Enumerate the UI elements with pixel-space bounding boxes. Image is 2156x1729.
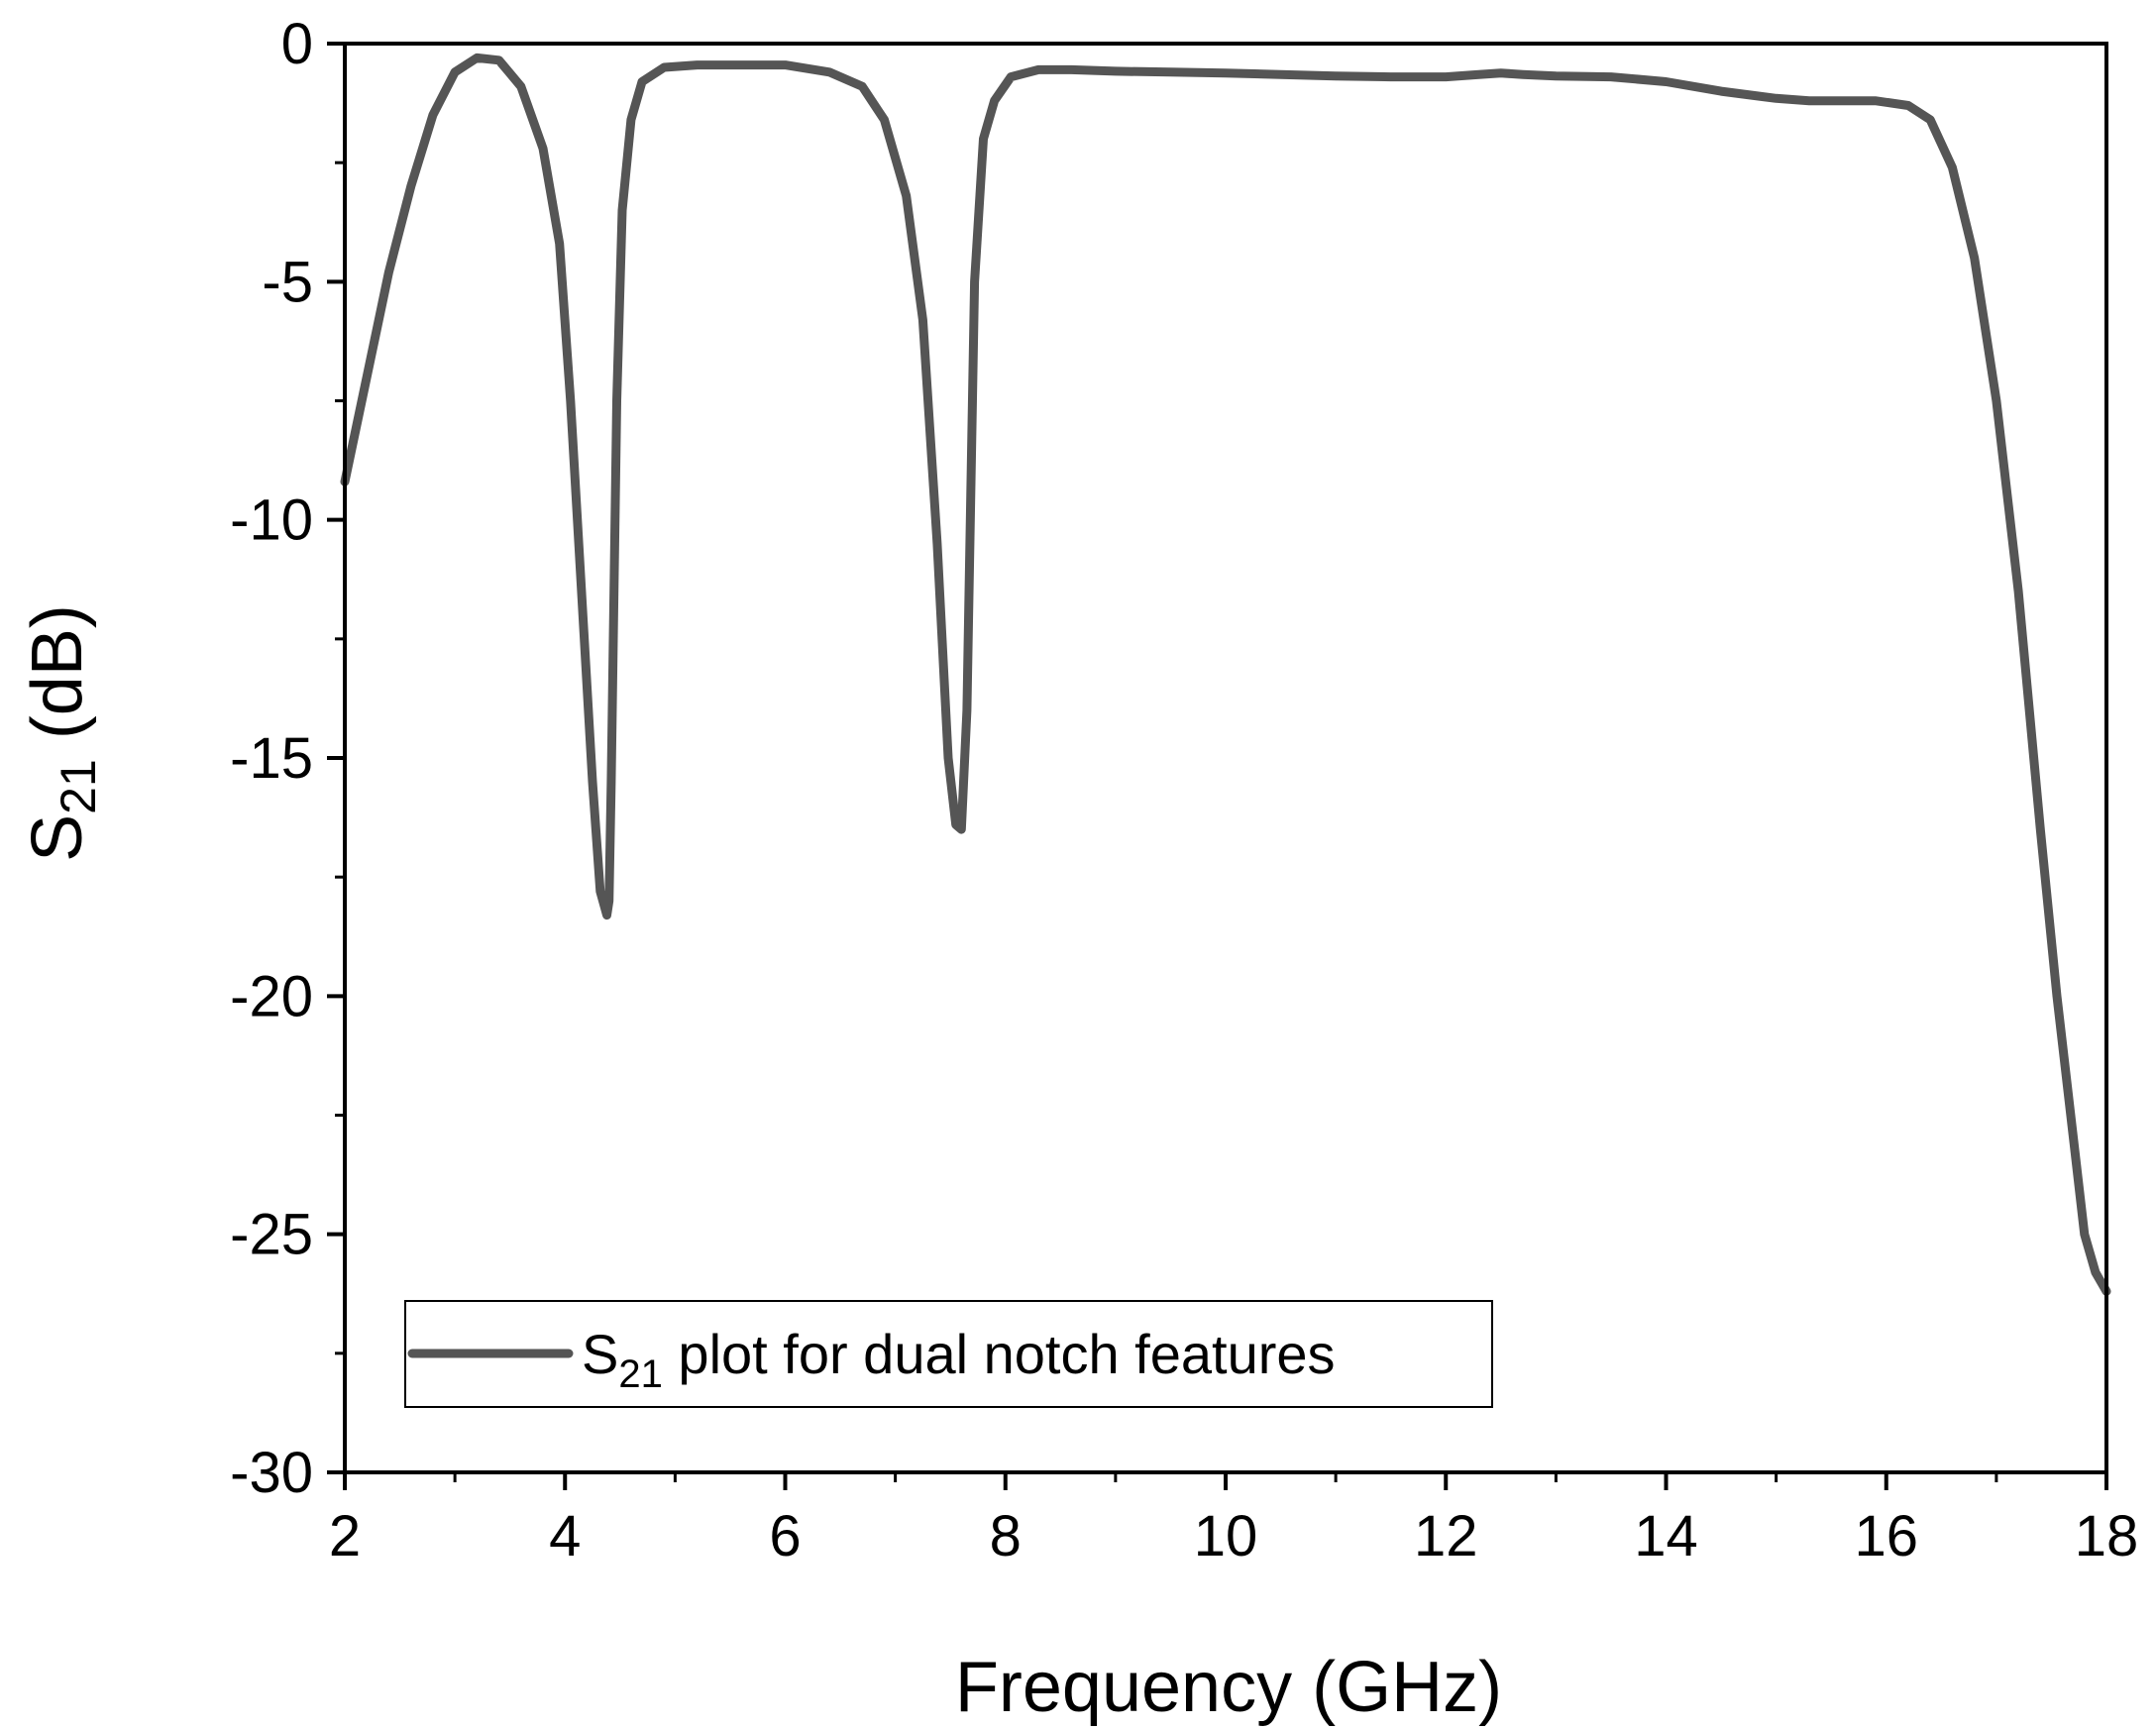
x-axis-title: Frequency (GHz)	[955, 1648, 1502, 1727]
s21-series-line	[340, 53, 2111, 1296]
x-tick-label: 18	[2075, 1504, 2139, 1568]
legend: S21 plot for dual notch features	[404, 1300, 1493, 1408]
x-tick-label: 12	[1414, 1504, 1478, 1568]
axis-tick-labels: 2 4 6 8 10 12 14 16 18 0 -5 -10 -15 -20 -25 -30	[230, 12, 2138, 1568]
y-axis-title: S21 (dB)	[18, 604, 106, 862]
x-tick-label: 8	[990, 1504, 1022, 1568]
x-tick-label: 16	[1854, 1504, 1918, 1568]
y-axis-title-subscript: 21	[51, 759, 106, 814]
plot-frame	[343, 42, 2108, 1474]
legend-label-subscript: 21	[618, 1352, 663, 1396]
y-axis-title-base: S	[18, 814, 97, 862]
y-tick-label: -5	[262, 250, 313, 314]
y-tick-label: -25	[230, 1203, 313, 1267]
y-tick-label: -10	[230, 488, 313, 553]
x-tick-label: 4	[549, 1504, 581, 1568]
x-tick-label: 2	[329, 1504, 361, 1568]
legend-label-suffix: plot for dual notch features	[663, 1323, 1336, 1385]
legend-box	[404, 1300, 1493, 1408]
y-tick-label: -15	[230, 726, 313, 791]
y-tick-label: 0	[281, 12, 313, 76]
x-tick-label: 6	[769, 1504, 801, 1568]
y-tick-label: -30	[230, 1441, 313, 1505]
x-tick-label: 14	[1634, 1504, 1698, 1568]
svg-text:S21 plot for dual notch featur: S21 plot for dual notch features	[582, 1323, 1336, 1396]
svg-text:S21 (dB): S21 (dB)	[18, 604, 106, 862]
x-tick-label: 10	[1194, 1504, 1258, 1568]
y-tick-label: -20	[230, 964, 313, 1028]
y-axis-title-suffix: (dB)	[18, 604, 97, 759]
legend-label-base: S	[582, 1323, 618, 1385]
